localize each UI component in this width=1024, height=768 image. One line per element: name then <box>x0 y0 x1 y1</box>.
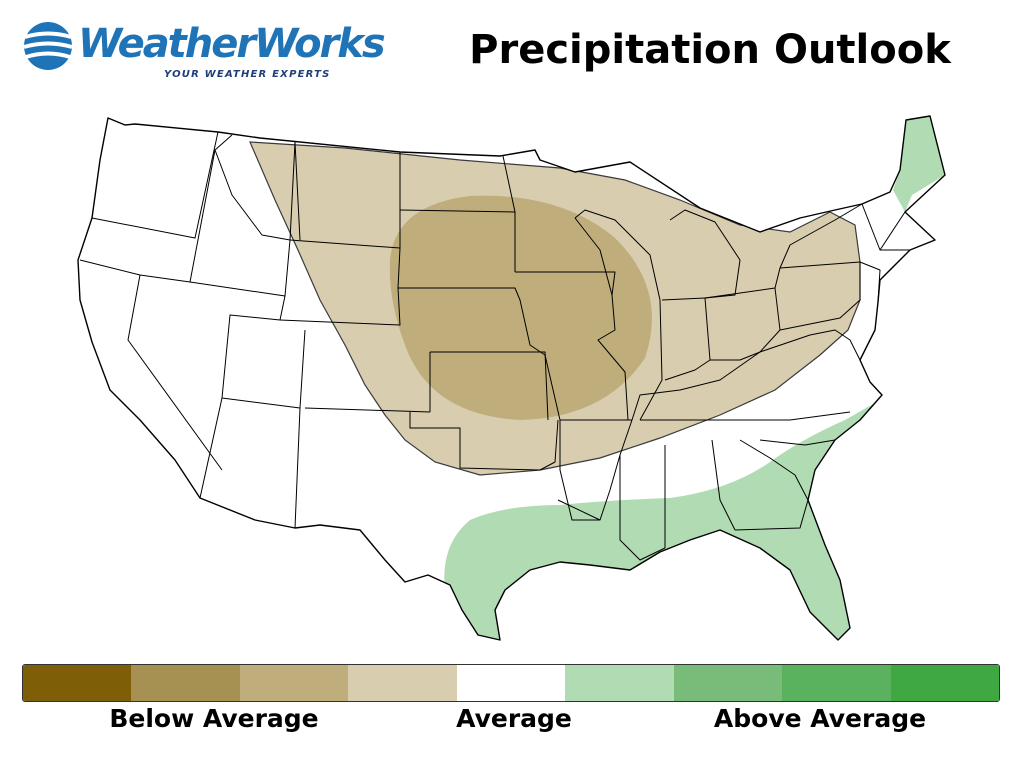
below-average-moderate-zone <box>389 195 652 420</box>
legend-swatch-below-2 <box>131 665 240 701</box>
weatherworks-logo: WeatherWorks YOUR WEATHER EXPERTS <box>22 18 402 88</box>
legend-swatch-above-2 <box>782 665 891 701</box>
legend-color-bar <box>22 664 1000 702</box>
state-borders <box>77 115 946 641</box>
legend-swatch-above-3 <box>890 665 999 701</box>
legend-swatch-below-1 <box>239 665 349 701</box>
brand-name: WeatherWorks <box>78 21 386 67</box>
legend-label-average: Average <box>456 704 572 733</box>
legend-swatch-above-0 <box>565 665 674 701</box>
above-average-maine-zone <box>893 116 945 212</box>
legend-swatch-above-1 <box>673 665 783 701</box>
legend-swatch-below-0 <box>348 665 457 701</box>
legend-swatch-average <box>456 665 566 701</box>
globe-icon <box>23 22 73 70</box>
legend-swatch-below-3 <box>23 665 132 701</box>
precipitation-outlook-map <box>77 115 946 641</box>
brand-tagline: YOUR WEATHER EXPERTS <box>164 69 331 80</box>
above-average-southeast-zone <box>444 395 882 640</box>
page-title: Precipitation Outlook <box>469 27 951 73</box>
legend-label-above: Above Average <box>713 704 927 733</box>
legend-label-below: Below Average <box>109 704 319 733</box>
